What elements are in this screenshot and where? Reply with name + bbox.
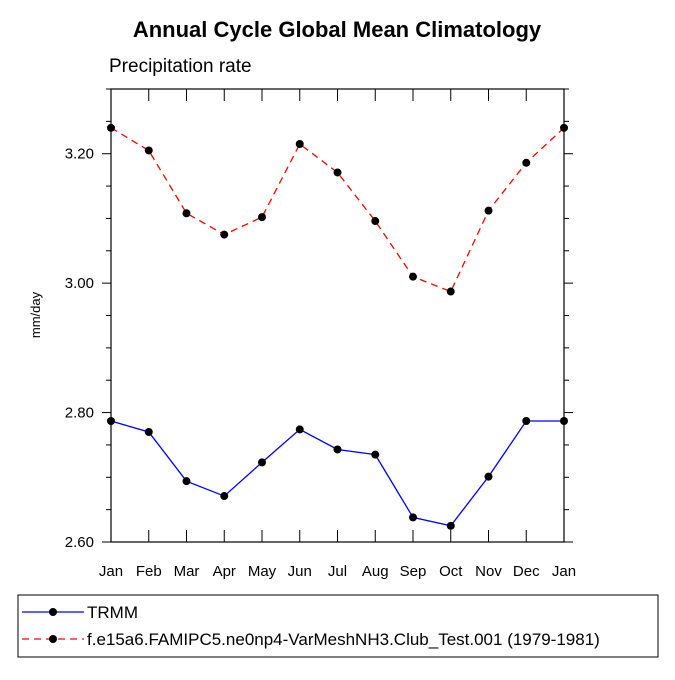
series-lines (107, 123, 568, 530)
series-1-point (409, 272, 417, 281)
y-tick-label: 3.00 (65, 275, 94, 292)
y-tick-label: 2.80 (65, 405, 94, 422)
plot-frame (110, 88, 565, 543)
series-line-0 (110, 420, 564, 527)
x-tick-label: Dec (513, 563, 540, 580)
series-1-point (182, 209, 191, 218)
x-tick-label: Sep (400, 563, 427, 580)
series-0-point (560, 416, 568, 425)
x-tick-label: Nov (475, 563, 502, 580)
x-tick-label: Mar (174, 563, 200, 580)
y-tick-label: 2.60 (65, 534, 94, 551)
series-line-1 (110, 127, 565, 293)
series-0-point (107, 416, 115, 425)
series-0-point (371, 450, 380, 459)
series-1-point (522, 158, 531, 167)
legend-box (17, 594, 659, 658)
series-1-point (371, 217, 380, 226)
series-0-point (258, 458, 266, 467)
legend-label-0: TRMM (87, 603, 138, 622)
x-tick-label: Jul (328, 563, 347, 580)
x-tick-labels: Jan Feb Mar Apr May Jun Jul Aug Sep Oct Nov Dec Jan (99, 563, 576, 580)
series-0-point (220, 492, 229, 501)
series-1-point (484, 206, 493, 215)
x-tick-label: Jan (552, 563, 576, 580)
y-tick-label: 3.20 (65, 146, 94, 163)
y-axis-label: mm/day (28, 291, 43, 338)
legend-marker-0 (49, 608, 57, 616)
x-tick-label: Aug (362, 563, 389, 580)
x-tick-label: Jun (288, 563, 312, 580)
series-0-point (409, 513, 417, 522)
legend: TRMM f.e15a6.FAMIPC5.ne0np4-VarMeshNH3.Cl… (17, 594, 659, 658)
x-tick-label: Apr (213, 563, 236, 580)
series-1-point (107, 123, 115, 132)
legend-marker-1 (49, 635, 57, 643)
x-tick-label: Feb (136, 563, 162, 580)
series-0-point (446, 521, 455, 530)
series-1-point (258, 213, 266, 222)
series-1-point (560, 123, 568, 132)
series-0-point (144, 427, 153, 436)
x-tick-label: Oct (439, 563, 463, 580)
series-1-point (295, 140, 304, 149)
series-1-point (144, 146, 153, 155)
series-0-point (484, 472, 493, 481)
chart-title: Annual Cycle Global Mean Climatology (133, 17, 542, 42)
legend-label-1: f.e15a6.FAMIPC5.ne0np4-VarMeshNH3.Club_T… (87, 630, 600, 649)
series-0-point (182, 477, 191, 486)
x-tick-label: May (248, 563, 277, 580)
series-0-point (333, 445, 342, 454)
series-1-point (446, 287, 455, 296)
y-tick-labels: 2.60 2.80 3.00 3.20 (65, 146, 94, 551)
x-tick-label: Jan (99, 563, 123, 580)
axis-ticks (102, 88, 573, 543)
series-0-point (522, 416, 531, 425)
series-1-point (333, 168, 342, 177)
chart-subtitle: Precipitation rate (109, 56, 252, 77)
series-0-point (295, 425, 304, 434)
series-1-point (220, 230, 229, 239)
